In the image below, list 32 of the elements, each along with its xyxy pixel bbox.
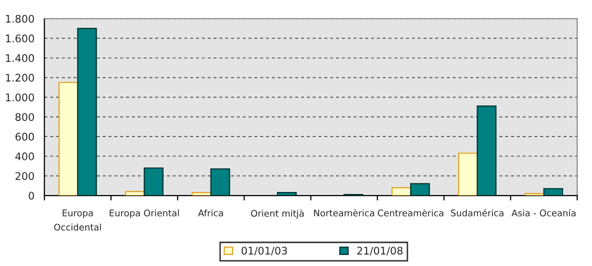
x-tick-label: Centreamèrica [378, 209, 444, 216]
bar [458, 152, 478, 196]
x-tick-label: Orient mitjà [251, 209, 304, 218]
bar [144, 167, 164, 196]
x-tick-label: Sudamérica [451, 209, 504, 216]
bar [77, 28, 97, 196]
x-tick-label: Asia - Oceanía [512, 209, 576, 216]
y-tick-label: 1.000 [6, 93, 34, 102]
bar [391, 187, 412, 196]
y-tick-label: 0 [28, 192, 34, 200]
legend-label: 21/01/08 [357, 246, 403, 256]
bar [543, 188, 564, 196]
y-tick-label: 1.800 [6, 14, 34, 23]
bar [58, 82, 78, 196]
y-tick-label: 800 [16, 113, 34, 121]
y-tick-label: 1.600 [6, 34, 34, 42]
y-tick-label: 400 [15, 152, 34, 160]
bar [210, 168, 230, 196]
bar [276, 192, 297, 196]
y-tick-label: 600 [16, 132, 34, 141]
y-tick-label: 200 [16, 172, 34, 180]
legend-label: 01/01/03 [242, 246, 287, 256]
bar [125, 191, 145, 196]
x-tick-label: Norteamèrica [314, 209, 374, 216]
x-tick-label: Europa Oriental [110, 209, 179, 218]
y-tick-label: 1.400 [6, 54, 34, 62]
bar [410, 183, 430, 196]
x-tick-label: Africa [198, 209, 223, 216]
bar [192, 192, 212, 196]
bar [476, 106, 497, 196]
x-tick-label: Europa Occidental [54, 210, 101, 231]
y-tick-label: 1.200 [6, 74, 34, 82]
